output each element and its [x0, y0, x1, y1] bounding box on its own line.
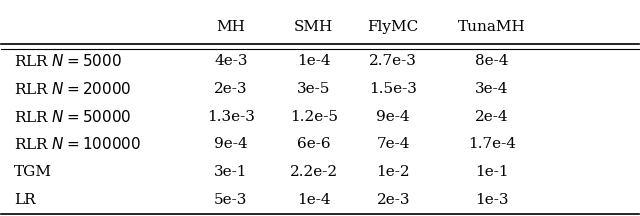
Text: 1e-1: 1e-1 — [476, 165, 509, 179]
Text: 4e-3: 4e-3 — [214, 54, 248, 68]
Text: TunaMH: TunaMH — [458, 20, 526, 34]
Text: 1.2e-5: 1.2e-5 — [290, 110, 338, 124]
Text: 7e-4: 7e-4 — [376, 137, 410, 151]
Text: 1.5e-3: 1.5e-3 — [369, 82, 417, 96]
Text: 3e-5: 3e-5 — [297, 82, 330, 96]
Text: RLR $N = 100000$: RLR $N = 100000$ — [14, 136, 141, 152]
Text: 1e-2: 1e-2 — [376, 165, 410, 179]
Text: 3e-4: 3e-4 — [476, 82, 509, 96]
Text: 2.7e-3: 2.7e-3 — [369, 54, 417, 68]
Text: 2.2e-2: 2.2e-2 — [289, 165, 338, 179]
Text: 5e-3: 5e-3 — [214, 193, 248, 207]
Text: 9e-4: 9e-4 — [376, 110, 410, 124]
Text: 3e-1: 3e-1 — [214, 165, 248, 179]
Text: 9e-4: 9e-4 — [214, 137, 248, 151]
Text: 2e-3: 2e-3 — [214, 82, 248, 96]
Text: 2e-4: 2e-4 — [476, 110, 509, 124]
Text: RLR $N = 5000$: RLR $N = 5000$ — [14, 53, 122, 69]
Text: LR: LR — [14, 193, 36, 207]
Text: RLR $N = 50000$: RLR $N = 50000$ — [14, 108, 132, 125]
Text: 6e-6: 6e-6 — [297, 137, 330, 151]
Text: 1e-4: 1e-4 — [297, 54, 330, 68]
Text: 2e-3: 2e-3 — [376, 193, 410, 207]
Text: FlyMC: FlyMC — [367, 20, 419, 34]
Text: 1.7e-4: 1.7e-4 — [468, 137, 516, 151]
Text: 8e-4: 8e-4 — [476, 54, 509, 68]
Text: 1e-3: 1e-3 — [476, 193, 509, 207]
Text: 1e-4: 1e-4 — [297, 193, 330, 207]
Text: TGM: TGM — [14, 165, 52, 179]
Text: 1.3e-3: 1.3e-3 — [207, 110, 255, 124]
Text: SMH: SMH — [294, 20, 333, 34]
Text: MH: MH — [216, 20, 245, 34]
Text: RLR $N = 20000$: RLR $N = 20000$ — [14, 81, 132, 97]
